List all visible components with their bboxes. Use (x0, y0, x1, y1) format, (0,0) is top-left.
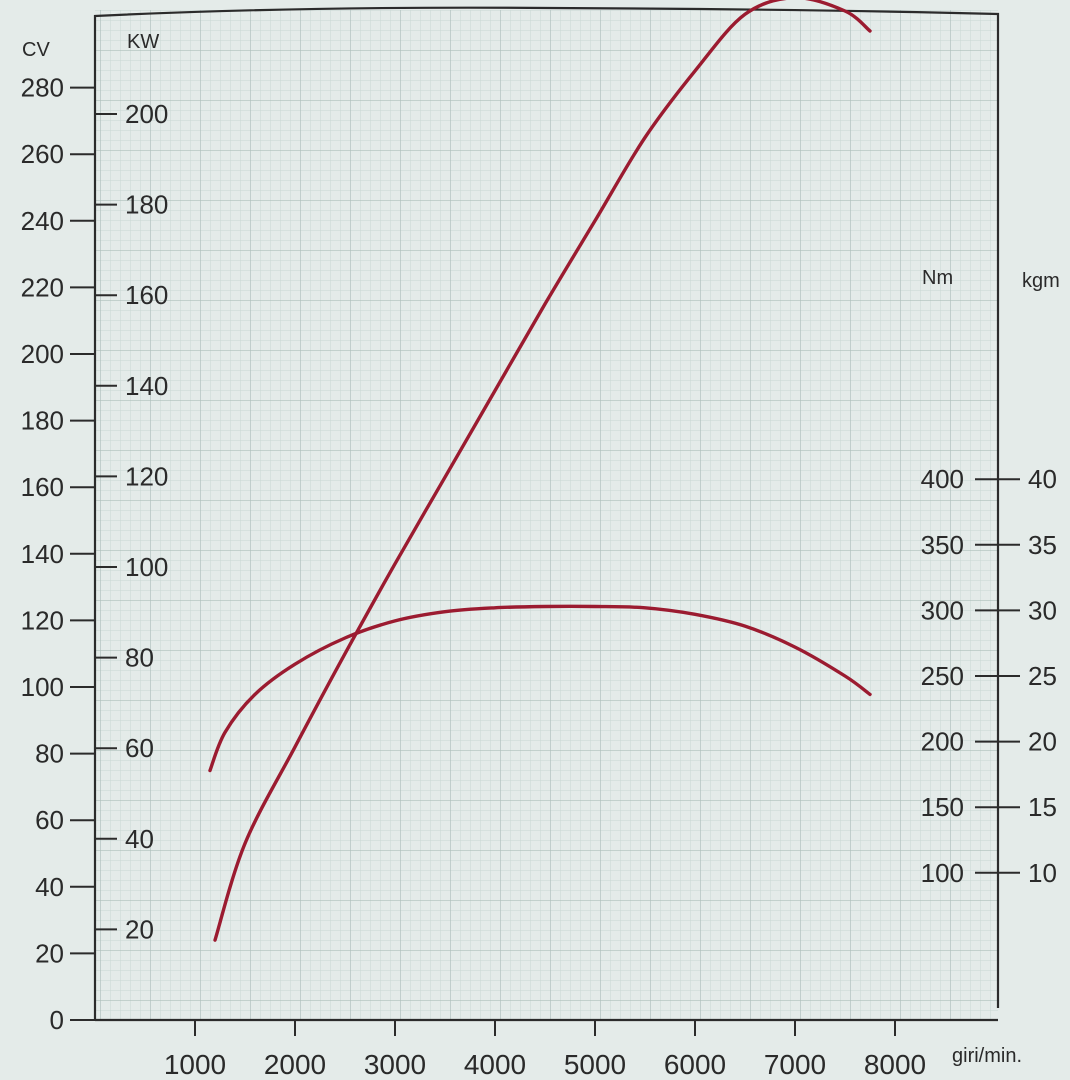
kw-tick-label: 80 (125, 643, 154, 673)
cv-tick-label: 260 (21, 139, 64, 169)
cv-tick-label: 220 (21, 272, 64, 302)
cv-tick-label: 40 (35, 872, 64, 902)
kgm-tick-label: 25 (1028, 661, 1057, 691)
kgm-tick-label: 30 (1028, 595, 1057, 625)
kw-tick-label: 120 (125, 461, 168, 491)
cv-tick-label: 20 (35, 938, 64, 968)
kw-unit-label: KW (127, 31, 159, 53)
cv-tick-label: 240 (21, 206, 64, 236)
cv-tick-label: 0 (50, 1005, 64, 1035)
kw-tick-label: 180 (125, 190, 168, 220)
kw-tick-label: 160 (125, 280, 168, 310)
plot-grid (95, 10, 998, 1020)
series-layer (208, 0, 872, 942)
power-curve-line (213, 0, 872, 942)
cv-tick-label: 100 (21, 672, 64, 702)
cv-tick-label: 280 (21, 73, 64, 103)
nm-tick-label: 400 (921, 464, 964, 494)
cv-tick-label: 140 (21, 539, 64, 569)
x-tick-label: 6000 (664, 1049, 726, 1080)
kw-tick-label: 60 (125, 733, 154, 763)
nm-tick-label: 250 (921, 661, 964, 691)
kgm-tick-label: 20 (1028, 727, 1057, 757)
cv-tick-label: 180 (21, 406, 64, 436)
kw-tick-label: 200 (125, 99, 168, 129)
x-tick-label: 1000 (164, 1049, 226, 1080)
kw-tick-label: 100 (125, 552, 168, 582)
kgm-tick-label: 10 (1028, 858, 1057, 888)
kw-tick-label: 20 (125, 914, 154, 944)
cv-tick-label: 60 (35, 805, 64, 835)
x-axis-label: giri/min. (952, 1045, 1022, 1067)
nm-tick-label: 100 (921, 858, 964, 888)
x-tick-label: 2000 (264, 1049, 326, 1080)
cv-tick-label: 120 (21, 605, 64, 635)
nm-tick-label: 200 (921, 727, 964, 757)
nm-unit-label: Nm (922, 267, 953, 289)
x-tick-label: 4000 (464, 1049, 526, 1080)
torque-curve-line (208, 604, 872, 773)
kgm-tick-label: 15 (1028, 792, 1057, 822)
cv-tick-label: 200 (21, 339, 64, 369)
plot-frame (93, 6, 1000, 1020)
kgm-unit-label: kgm (1022, 270, 1060, 292)
x-tick-label: 8000 (864, 1049, 926, 1080)
nm-tick-label: 300 (921, 595, 964, 625)
nm-tick-label: 150 (921, 792, 964, 822)
cv-tick-label: 80 (35, 739, 64, 769)
kw-tick-label: 140 (125, 371, 168, 401)
x-tick-label: 3000 (364, 1049, 426, 1080)
cv-unit-label: CV (22, 39, 50, 61)
axes-layer: 1000 2000 3000 4000 5000 6000 7000 8000 giri/min… (21, 31, 1060, 1080)
cv-tick-label: 160 (21, 472, 64, 502)
x-tick-label: 7000 (764, 1049, 826, 1080)
kw-tick-label: 40 (125, 824, 154, 854)
kgm-tick-label: 40 (1028, 464, 1057, 494)
kgm-tick-label: 35 (1028, 530, 1057, 560)
nm-tick-label: 350 (921, 530, 964, 560)
x-tick-label: 5000 (564, 1049, 626, 1080)
